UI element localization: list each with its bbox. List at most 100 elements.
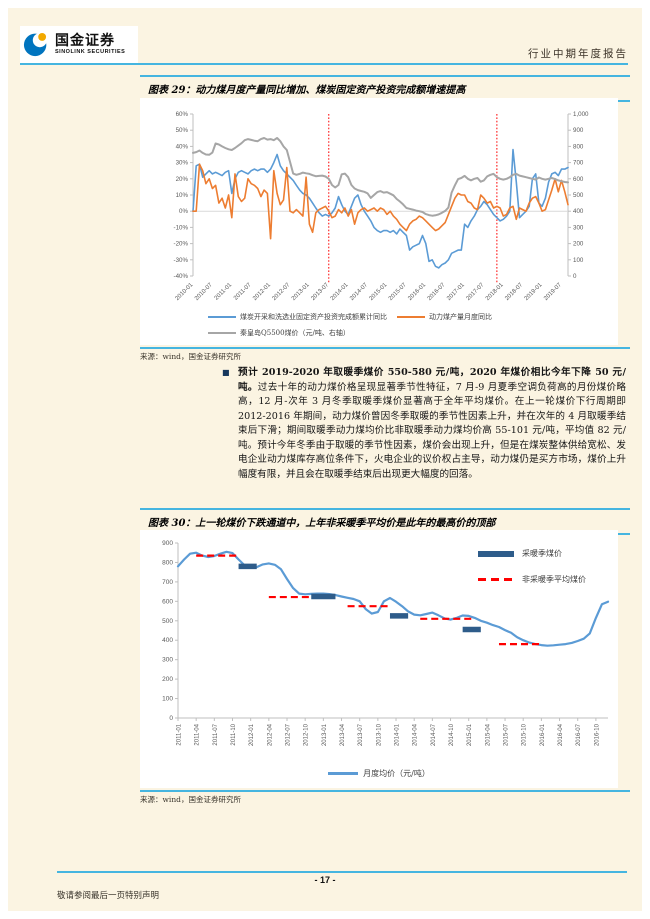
svg-text:2018-01: 2018-01 (485, 282, 505, 302)
svg-text:100: 100 (573, 257, 584, 264)
figure29-legend-row2: 秦皇岛Q5500煤价（元/吨、右轴） (208, 328, 350, 338)
svg-text:200: 200 (162, 676, 173, 683)
svg-text:800: 800 (162, 559, 173, 566)
svg-text:2017-07: 2017-07 (466, 282, 486, 302)
figure30-chart: 900 800 700 600 500 400 300 200 100 0 2011-01 2011-… (140, 530, 618, 788)
svg-text:2016-04: 2016-04 (558, 723, 564, 746)
company-logo: 国金证券 SINOLINK SECURITIES (20, 26, 138, 63)
report-type-label: 行业中期年度报告 (528, 48, 628, 60)
svg-text:400: 400 (162, 637, 173, 644)
svg-text:2013-07: 2013-07 (310, 282, 330, 302)
svg-text:2014-01: 2014-01 (330, 282, 350, 302)
svg-text:400: 400 (573, 208, 584, 215)
svg-text:2011-04: 2011-04 (195, 723, 201, 745)
body-paragraph: ■ 预计 2019-2020 年取暖季煤价 550-580 元/吨，2020 年… (222, 366, 626, 483)
svg-text:-20%: -20% (174, 241, 189, 248)
svg-text:2018-07: 2018-07 (504, 282, 524, 302)
svg-text:900: 900 (573, 127, 584, 134)
svg-text:2012-07: 2012-07 (272, 282, 292, 302)
legend-label-monthly: 月度均价（元/吨） (363, 769, 430, 778)
legend-swatch-investment (208, 315, 236, 319)
page-background: 国金证券 SINOLINK SECURITIES 行业中期年度报告 图表 29：… (8, 8, 642, 911)
header-divider (20, 63, 628, 65)
svg-text:2015-01: 2015-01 (369, 282, 389, 302)
svg-text:300: 300 (573, 224, 584, 231)
figure29-legend-row1: 煤炭开采和洗选业固定资产投资完成额累计同比 动力煤产量月度同比 (208, 312, 492, 322)
svg-text:-30%: -30% (174, 257, 189, 264)
svg-text:60%: 60% (176, 111, 189, 118)
figure30-source: 来源：wind，国金证券研究所 (140, 795, 241, 804)
svg-text:0%: 0% (179, 208, 188, 215)
page-number: - 17 - (314, 875, 336, 885)
svg-text:50%: 50% (176, 127, 189, 134)
svg-text:2016-07: 2016-07 (576, 723, 582, 746)
svg-text:2015-07: 2015-07 (504, 723, 510, 746)
svg-text:2011-01: 2011-01 (177, 723, 183, 745)
legend-label-price: 秦皇岛Q5500煤价（元/吨、右轴） (240, 329, 350, 337)
svg-text:2013-01: 2013-01 (291, 282, 311, 302)
svg-text:2015-04: 2015-04 (485, 723, 491, 746)
footer-divider (57, 871, 627, 873)
svg-text:700: 700 (162, 579, 173, 586)
logo-company-name: 国金证券 (55, 32, 115, 49)
svg-text:500: 500 (573, 192, 584, 199)
legend-swatch-heating (478, 550, 514, 557)
svg-text:2017-01: 2017-01 (446, 282, 466, 302)
svg-text:2011-07: 2011-07 (213, 723, 219, 745)
svg-text:900: 900 (162, 540, 173, 547)
paragraph-text: 过去十年的动力煤价格呈现显著季节性特征，7 月-9 月夏季空调负荷高的月份煤价略… (238, 381, 626, 481)
svg-text:600: 600 (162, 598, 173, 605)
figure30-plot: 900 800 700 600 500 400 300 200 100 0 2011-01 2011-… (162, 540, 610, 746)
bullet-icon: ■ (222, 368, 230, 377)
legend-swatch-monthly (328, 772, 359, 775)
svg-text:2016-10: 2016-10 (594, 723, 600, 746)
svg-text:0: 0 (573, 273, 577, 280)
svg-text:2015-10: 2015-10 (522, 723, 528, 746)
figure30-bottom-rule (140, 790, 630, 792)
figure30-legend-heating: 采暖季煤价 (478, 548, 562, 559)
svg-text:200: 200 (573, 241, 584, 248)
svg-text:1,000: 1,000 (573, 111, 589, 118)
svg-text:2012-01: 2012-01 (249, 723, 255, 746)
svg-text:300: 300 (162, 657, 173, 664)
svg-text:2012-10: 2012-10 (304, 723, 310, 746)
svg-text:500: 500 (162, 618, 173, 625)
svg-text:2014-01: 2014-01 (395, 723, 401, 746)
legend-swatch-output (397, 315, 425, 319)
svg-text:40%: 40% (176, 143, 189, 150)
paragraph-lead: 预计 2019-2020 年取暖季煤价 550-580 元/吨，2020 年煤价… (238, 367, 626, 393)
figure30-legend-monthly: 月度均价（元/吨） (140, 768, 618, 779)
svg-text:2016-01: 2016-01 (540, 723, 546, 746)
logo-company-name-en: SINOLINK SECURITIES (55, 48, 126, 55)
logo-mark-icon (23, 29, 51, 61)
svg-text:2014-07: 2014-07 (349, 282, 369, 302)
svg-text:600: 600 (573, 176, 584, 183)
svg-text:2011-01: 2011-01 (214, 282, 234, 302)
svg-text:2013-01: 2013-01 (322, 723, 328, 746)
figure29-source: 来源：wind，国金证券研究所 (140, 352, 241, 361)
svg-text:20%: 20% (176, 176, 189, 183)
svg-text:2019-07: 2019-07 (543, 282, 563, 302)
svg-text:2010-01: 2010-01 (175, 282, 195, 302)
legend-swatch-price (208, 331, 236, 335)
svg-text:0: 0 (169, 715, 173, 722)
svg-text:2012-07: 2012-07 (286, 723, 292, 746)
svg-text:2013-10: 2013-10 (376, 723, 382, 746)
svg-text:2014-07: 2014-07 (431, 723, 437, 746)
svg-text:10%: 10% (176, 192, 189, 199)
legend-label-output: 动力煤产量月度同比 (429, 313, 492, 321)
figure29-bottom-rule (140, 347, 630, 349)
svg-text:2011-07: 2011-07 (233, 282, 253, 302)
svg-text:2012-01: 2012-01 (252, 282, 272, 302)
svg-text:700: 700 (573, 160, 584, 167)
legend-label-investment: 煤炭开采和洗选业固定资产投资完成额累计同比 (240, 313, 387, 321)
svg-text:2014-04: 2014-04 (413, 723, 419, 746)
svg-text:-10%: -10% (174, 224, 189, 231)
svg-text:2013-07: 2013-07 (358, 723, 364, 746)
figure30-legend-nonheating: 非采暖季平均煤价 (478, 574, 586, 585)
legend-swatch-nonheating (478, 578, 514, 581)
svg-text:2016-01: 2016-01 (407, 282, 427, 302)
footer-disclaimer: 敬请参阅最后一页特别声明 (57, 891, 160, 901)
svg-text:2019-01: 2019-01 (524, 282, 544, 302)
